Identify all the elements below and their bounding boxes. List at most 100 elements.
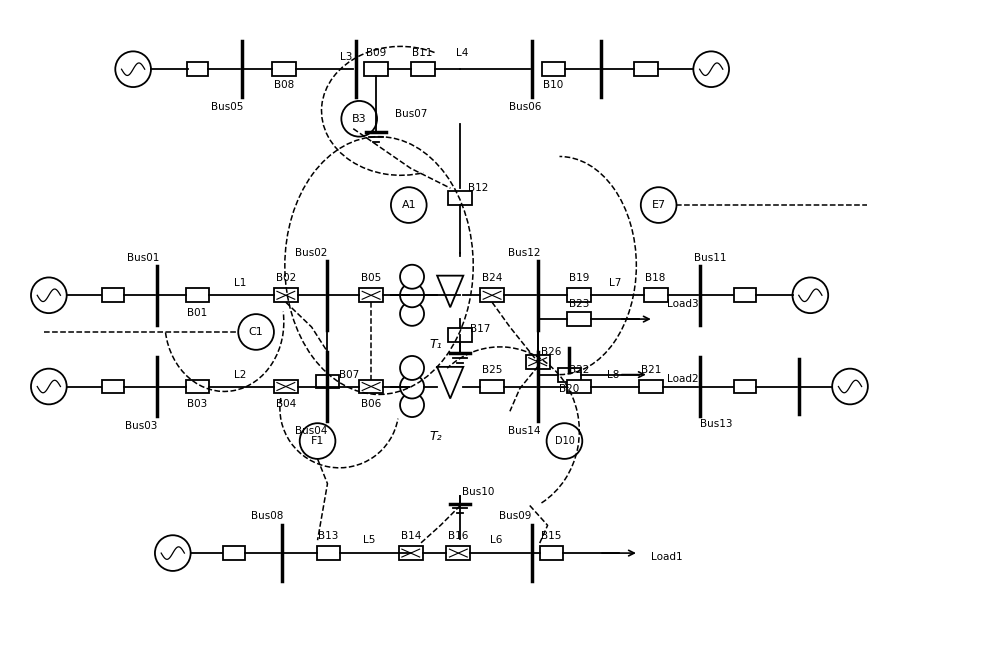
Bar: [274, 288, 298, 302]
Bar: [734, 288, 756, 302]
Circle shape: [400, 302, 424, 326]
Text: B10: B10: [543, 80, 564, 90]
Text: Load1: Load1: [651, 552, 682, 562]
Polygon shape: [437, 276, 463, 307]
Text: B25: B25: [482, 365, 502, 374]
Text: Bus04: Bus04: [295, 426, 328, 436]
Circle shape: [641, 187, 676, 223]
Bar: [567, 312, 591, 326]
Bar: [542, 62, 565, 76]
Text: T₂: T₂: [429, 430, 442, 443]
Bar: [446, 546, 470, 560]
Text: B09: B09: [366, 49, 386, 58]
Bar: [102, 288, 124, 302]
Bar: [187, 62, 208, 76]
Text: B18: B18: [645, 273, 666, 283]
Text: Load3: Load3: [667, 299, 698, 309]
Circle shape: [400, 265, 424, 288]
Bar: [102, 380, 124, 394]
Text: Bus02: Bus02: [295, 248, 328, 258]
Text: B21: B21: [641, 365, 661, 374]
Circle shape: [547, 423, 582, 459]
Polygon shape: [437, 367, 463, 399]
Bar: [359, 380, 383, 394]
Text: B20: B20: [559, 384, 580, 394]
Text: Bus03: Bus03: [125, 421, 157, 431]
Text: B08: B08: [274, 80, 294, 90]
Text: L8: L8: [607, 370, 619, 380]
Text: L6: L6: [490, 535, 502, 545]
Bar: [558, 368, 581, 382]
Text: Bus06: Bus06: [509, 102, 541, 112]
Bar: [364, 62, 388, 76]
Text: B15: B15: [541, 532, 562, 541]
Text: B16: B16: [448, 532, 469, 541]
Text: Bus12: Bus12: [508, 248, 540, 258]
Bar: [448, 191, 472, 205]
Circle shape: [400, 393, 424, 417]
Bar: [448, 328, 472, 342]
Bar: [734, 380, 756, 394]
Text: B24: B24: [482, 273, 502, 283]
Bar: [274, 380, 298, 394]
Text: B26: B26: [541, 347, 562, 357]
Text: F1: F1: [311, 436, 324, 446]
Circle shape: [238, 314, 274, 350]
Text: Bus13: Bus13: [700, 419, 732, 429]
Bar: [567, 380, 591, 394]
Text: B3: B3: [352, 114, 367, 124]
Text: B04: B04: [276, 399, 296, 409]
Bar: [540, 546, 563, 560]
Text: B12: B12: [468, 183, 488, 193]
Bar: [411, 62, 435, 76]
Text: B03: B03: [187, 399, 208, 409]
Text: L4: L4: [456, 49, 469, 58]
Text: L7: L7: [609, 279, 621, 288]
Text: L1: L1: [234, 279, 246, 288]
Bar: [317, 546, 340, 560]
Text: B22: B22: [569, 365, 590, 374]
Text: L3: L3: [340, 53, 352, 62]
Bar: [272, 62, 296, 76]
Text: Bus08: Bus08: [251, 511, 283, 522]
Text: Bus10: Bus10: [462, 487, 494, 497]
Bar: [223, 546, 245, 560]
Bar: [480, 288, 504, 302]
Bar: [567, 288, 591, 302]
Circle shape: [300, 423, 335, 459]
Text: Bus09: Bus09: [499, 511, 531, 522]
Text: B19: B19: [569, 273, 590, 283]
Text: B01: B01: [187, 308, 208, 318]
Text: L2: L2: [234, 370, 246, 380]
Bar: [316, 374, 339, 388]
Text: Load2: Load2: [667, 374, 698, 384]
Circle shape: [400, 374, 424, 399]
Text: B06: B06: [361, 399, 381, 409]
Text: Bus11: Bus11: [694, 252, 726, 263]
Bar: [526, 355, 550, 369]
Bar: [634, 62, 658, 76]
Text: E7: E7: [652, 200, 666, 210]
Circle shape: [400, 283, 424, 307]
Text: Bus01: Bus01: [127, 252, 159, 263]
Bar: [186, 288, 209, 302]
Bar: [359, 288, 383, 302]
Text: B13: B13: [318, 532, 339, 541]
Bar: [639, 380, 663, 394]
Text: B02: B02: [276, 273, 296, 283]
Text: B14: B14: [401, 532, 421, 541]
Text: B23: B23: [569, 299, 590, 309]
Text: B07: B07: [339, 370, 359, 380]
Text: B17: B17: [470, 324, 490, 334]
Circle shape: [400, 356, 424, 380]
Text: B11: B11: [412, 49, 433, 58]
Text: Bus07: Bus07: [395, 109, 427, 119]
Text: T₁: T₁: [429, 338, 442, 351]
Bar: [480, 380, 504, 394]
Text: A1: A1: [401, 200, 416, 210]
Circle shape: [341, 101, 377, 137]
Bar: [186, 380, 209, 394]
Text: D10: D10: [555, 436, 574, 446]
Bar: [399, 546, 423, 560]
Text: Bus05: Bus05: [211, 102, 244, 112]
